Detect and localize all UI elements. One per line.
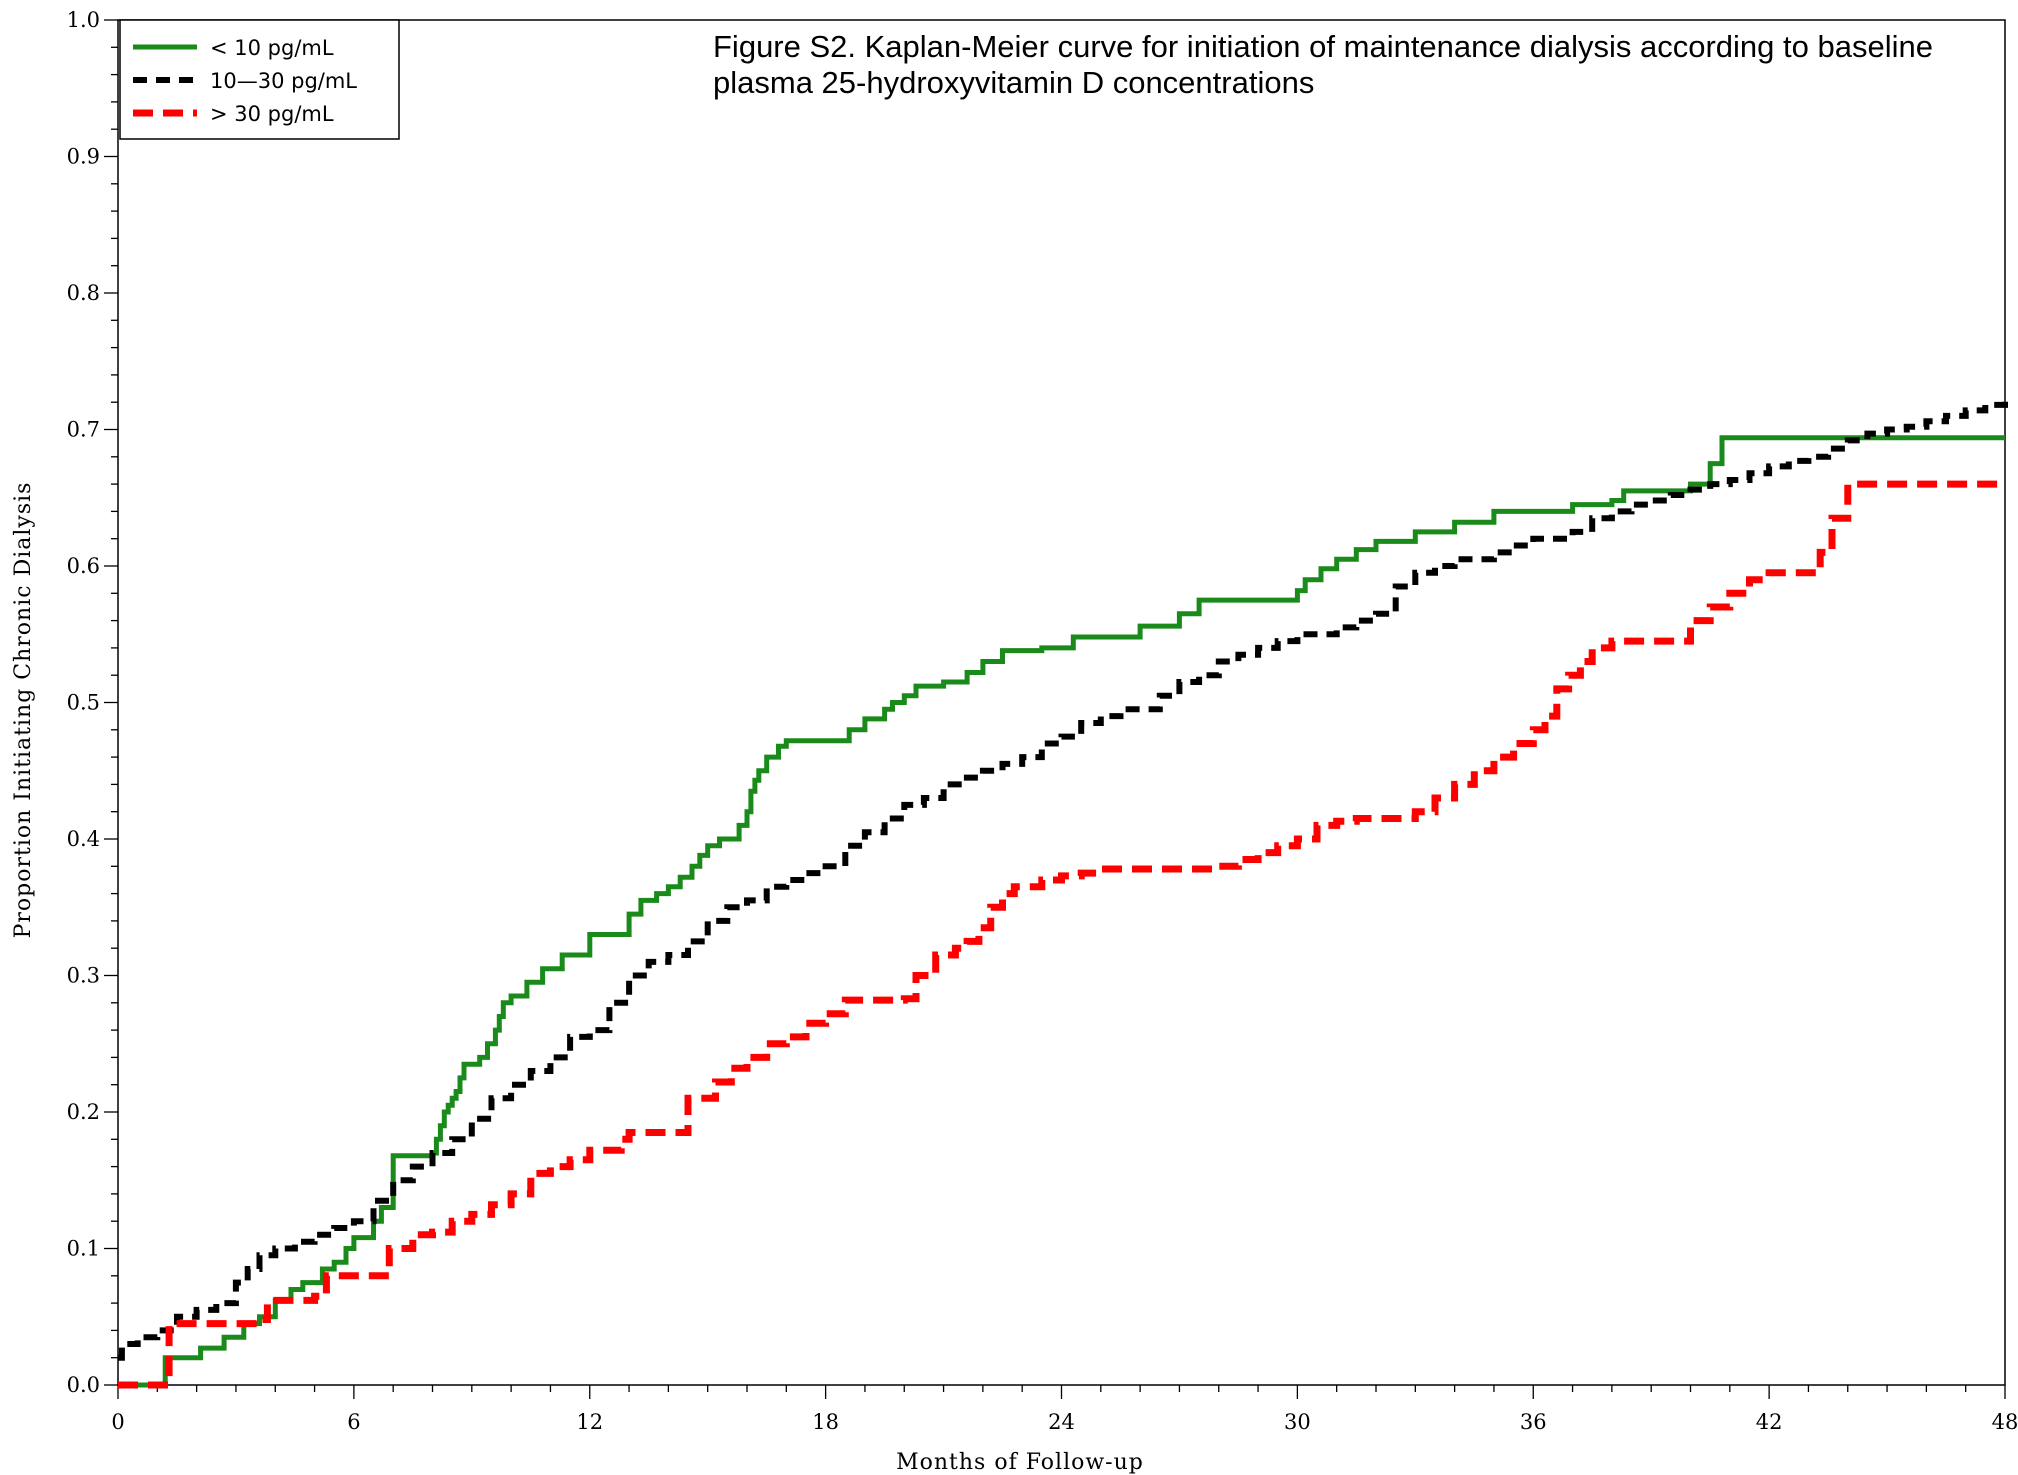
y-axis-title: Proportion Initiating Chronic Dialysis xyxy=(11,482,36,939)
y-tick-label: 0.0 xyxy=(67,1373,100,1397)
legend: < 10 pg/mL 10—30 pg/mL > 30 pg/mL xyxy=(119,19,400,140)
legend-label: 10—30 pg/mL xyxy=(210,69,357,93)
legend-label: < 10 pg/mL xyxy=(210,36,334,60)
y-tick-label: 0.6 xyxy=(67,554,100,578)
chart-title-line-2: plasma 25-hydroxyvitamin D concentration… xyxy=(713,65,1314,100)
x-tick-label: 48 xyxy=(1992,1410,2018,1434)
x-tick-label: 24 xyxy=(1048,1410,1075,1434)
y-tick-label: 0.5 xyxy=(67,691,100,715)
x-tick-label: 0 xyxy=(111,1410,124,1434)
series-line-1 xyxy=(118,435,2005,1388)
y-tick-label: 1.0 xyxy=(67,8,100,32)
y-tick-label: 0.7 xyxy=(67,418,100,442)
y-tick-label: 0.8 xyxy=(67,281,100,305)
y-tick-label: 0.1 xyxy=(67,1237,100,1261)
x-tick-label: 36 xyxy=(1520,1410,1547,1434)
x-tick-label: 30 xyxy=(1284,1410,1311,1434)
chart-title: Figure S2. Kaplan-Meier curve for initia… xyxy=(713,29,1933,100)
y-tick-label: 0.2 xyxy=(67,1100,100,1124)
series-line-2 xyxy=(118,396,2008,1361)
y-tick-label: 0.9 xyxy=(67,145,100,169)
x-tick-label: 12 xyxy=(576,1410,603,1434)
legend-label: > 30 pg/mL xyxy=(210,102,334,126)
series-lines xyxy=(118,396,2008,1389)
chart-title-line-1: Figure S2. Kaplan-Meier curve for initia… xyxy=(713,29,1933,64)
x-tick-label: 18 xyxy=(812,1410,839,1434)
x-axis-title: Months of Follow-up xyxy=(896,1450,1144,1475)
y-tick-label: 0.4 xyxy=(67,827,100,851)
x-tick-label: 42 xyxy=(1756,1410,1783,1434)
y-tick-label: 0.3 xyxy=(67,964,100,988)
x-tick-label: 6 xyxy=(347,1410,360,1434)
series-line-3 xyxy=(118,480,2005,1389)
x-axis: 0 6 12 18 24 30 36 42 48 xyxy=(111,1385,2018,1434)
y-axis: 0.0 0.1 0.2 0.3 0.4 0.5 0.6 0.7 0.8 0.9 1.0 xyxy=(67,8,118,1397)
